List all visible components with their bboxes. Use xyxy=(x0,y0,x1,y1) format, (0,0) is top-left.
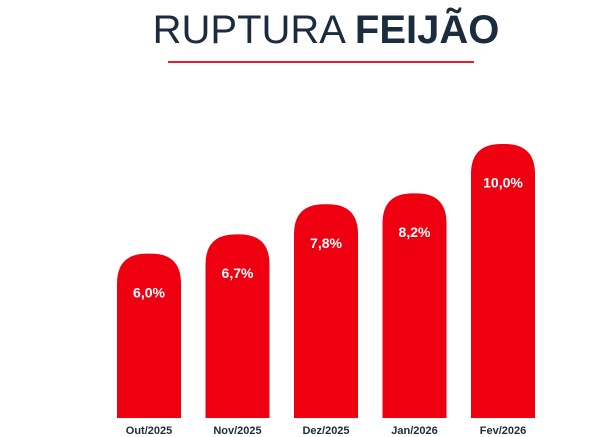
value-label: 6,0% xyxy=(133,284,165,300)
x-tick-label: Fev/2026 xyxy=(480,425,526,437)
value-label: 10,0% xyxy=(483,175,523,191)
bar xyxy=(471,144,535,418)
bar xyxy=(117,253,181,418)
value-label: 7,8% xyxy=(310,235,342,251)
bar xyxy=(382,193,447,418)
x-tick-label: Dez/2025 xyxy=(302,425,349,437)
title-bold: FEIJÃO xyxy=(355,6,499,52)
value-label: 6,7% xyxy=(222,265,254,281)
x-tick-label: Out/2025 xyxy=(126,425,172,437)
x-tick-label: Nov/2025 xyxy=(213,425,261,437)
value-label: 8,2% xyxy=(399,224,431,240)
chart-title: RUPTURA FEIJÃO xyxy=(153,6,500,52)
title-regular: RUPTURA xyxy=(153,8,347,52)
x-tick-label: Jan/2026 xyxy=(391,425,437,437)
bar xyxy=(205,234,270,418)
bar xyxy=(294,204,358,418)
